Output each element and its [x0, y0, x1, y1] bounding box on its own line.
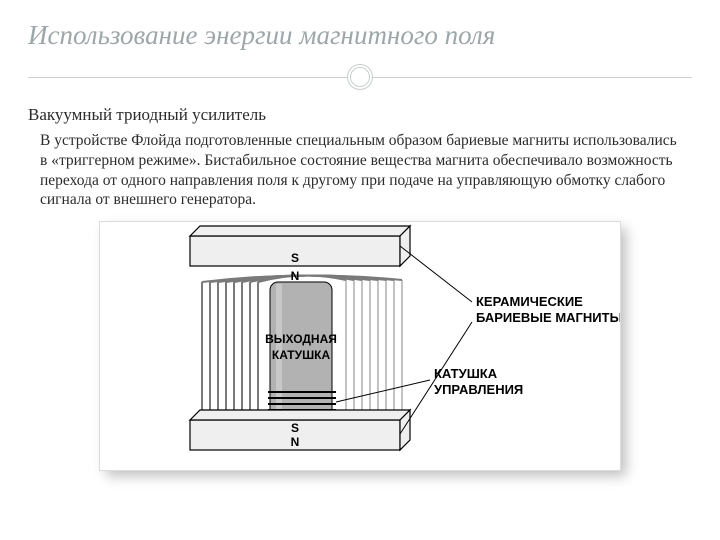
svg-text:ВЫХОДНАЯ: ВЫХОДНАЯ — [265, 332, 337, 346]
svg-text:КЕРАМИЧЕСКИЕ: КЕРАМИЧЕСКИЕ — [476, 294, 583, 309]
body-paragraph: В устройстве Флойда подготовленные специ… — [40, 131, 686, 210]
diagram-svg: SNSNВЫХОДНАЯКАТУШКАКАТУШКАУПРАВЛЕНИЯКЕРА… — [100, 222, 620, 470]
svg-text:КАТУШКА: КАТУШКА — [434, 366, 498, 381]
svg-text:УПРАВЛЕНИЯ: УПРАВЛЕНИЯ — [434, 382, 523, 397]
subtitle: Вакуумный триодный усилитель — [28, 105, 692, 125]
svg-text:N: N — [291, 269, 300, 283]
slide: Использование энергии магнитного поля Ва… — [0, 0, 720, 540]
svg-text:КАТУШКА: КАТУШКА — [272, 348, 331, 362]
page-title: Использование энергии магнитного поля — [28, 20, 692, 51]
title-divider — [28, 59, 692, 95]
svg-text:N: N — [291, 435, 300, 449]
divider-ornament — [347, 64, 373, 90]
svg-text:БАРИЕВЫЕ МАГНИТЫ: БАРИЕВЫЕ МАГНИТЫ — [476, 310, 620, 325]
diagram-figure: SNSNВЫХОДНАЯКАТУШКАКАТУШКАУПРАВЛЕНИЯКЕРА… — [100, 222, 620, 470]
svg-text:S: S — [291, 421, 299, 435]
svg-text:S: S — [291, 251, 299, 265]
